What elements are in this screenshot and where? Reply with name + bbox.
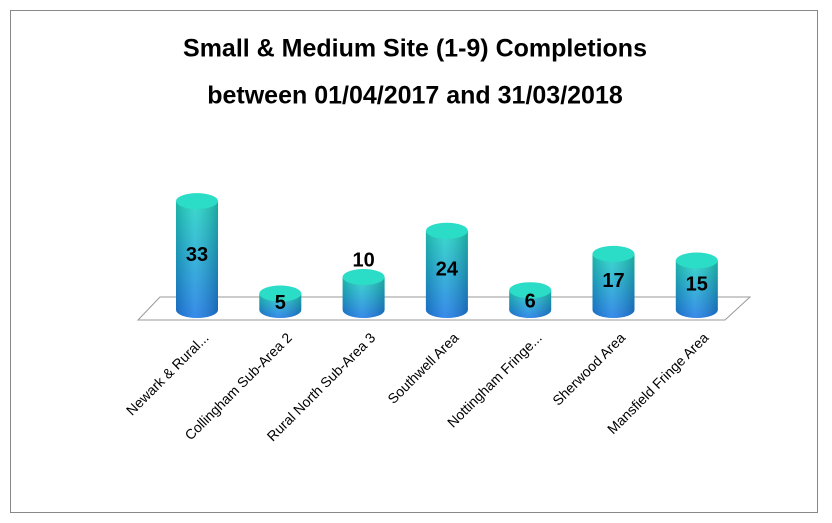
cylinder-shade <box>176 201 218 318</box>
cylinder-top <box>675 252 718 269</box>
cylinder-top <box>259 285 302 302</box>
cylinder <box>342 269 385 318</box>
cylinder <box>592 245 635 318</box>
cylinder-top <box>425 222 468 239</box>
cylinder <box>675 252 718 318</box>
cylinder <box>425 222 468 318</box>
cylinder-top <box>176 193 218 210</box>
cylinder-shade <box>675 260 718 318</box>
cylinder-top <box>509 282 552 299</box>
chart-subtitle: between 01/04/2017 and 31/03/2018 <box>207 82 623 110</box>
cylinder-top <box>342 269 385 285</box>
data-label: 5 <box>275 292 286 314</box>
data-label: 15 <box>686 274 708 296</box>
cylinder <box>259 285 302 318</box>
data-label: 24 <box>436 259 459 281</box>
cylinder-top <box>592 245 635 262</box>
data-label: 33 <box>186 244 208 266</box>
cylinder-shade <box>342 277 385 318</box>
cylinder-shade <box>592 253 635 318</box>
cylinder-shade <box>509 290 552 318</box>
cylinder-shade <box>425 230 468 318</box>
data-label: 6 <box>525 290 536 312</box>
chart-title: Small & Medium Site (1-9) Completions <box>183 35 647 63</box>
data-label: 10 <box>352 249 374 271</box>
data-label: 17 <box>602 270 624 292</box>
cylinder <box>176 193 218 318</box>
cylinder <box>509 282 552 318</box>
